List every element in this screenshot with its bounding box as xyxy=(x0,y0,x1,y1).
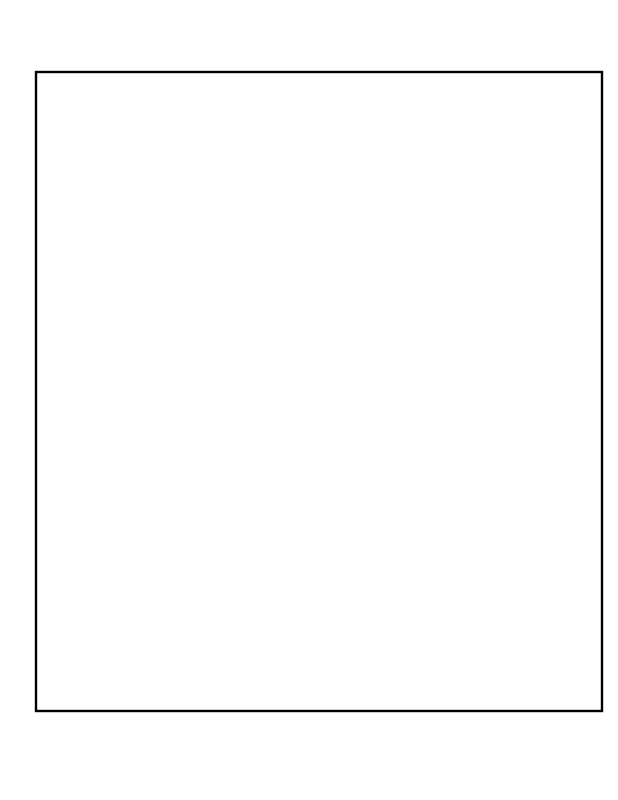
map-frame xyxy=(34,70,604,713)
